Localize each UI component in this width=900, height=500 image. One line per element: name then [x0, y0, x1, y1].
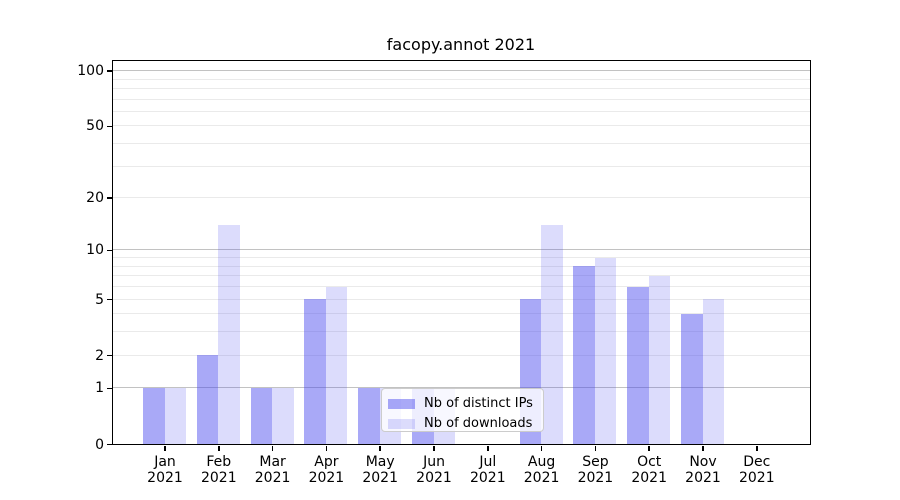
gridline-minor-6	[113, 286, 810, 288]
bar-nb-of-downloads-apr	[325, 286, 348, 444]
x-tick-oct	[648, 446, 650, 451]
bar-nb-of-downloads-jan	[164, 387, 186, 444]
gridline-minor-7	[113, 275, 810, 277]
y-tick-label-0: 0	[95, 436, 104, 453]
x-tick-may	[379, 446, 381, 451]
gridline-minor-80	[113, 87, 810, 89]
x-tick-feb	[218, 446, 220, 451]
x-tick-nov	[702, 446, 704, 451]
legend-row-downloads: Nb of downloads	[388, 416, 543, 431]
gridline-major-10	[113, 249, 810, 251]
gridline-minor-4	[113, 313, 810, 315]
x-tick-label-aug: Aug 2021	[523, 453, 560, 486]
bar-nb-of-downloads-nov	[702, 299, 724, 444]
gridline-minor-20	[113, 197, 810, 199]
gridline-minor-8	[113, 265, 810, 267]
gridline-minor-3	[113, 331, 810, 333]
y-tick-label-50: 50	[86, 118, 104, 135]
x-tick-aug	[540, 446, 543, 451]
x-tick-label-nov: Nov 2021	[685, 453, 721, 486]
y-tick-label-20: 20	[86, 190, 104, 207]
bar-nb-of-distinct-ips-nov	[681, 313, 703, 444]
x-tick-mar	[271, 446, 274, 451]
bar-nb-of-distinct-ips-mar	[250, 387, 273, 444]
x-tick-label-jul: Jul 2021	[469, 453, 506, 486]
gridline-minor-9	[113, 257, 810, 259]
x-tick-label-oct: Oct 2021	[631, 453, 667, 486]
x-tick-dec	[756, 446, 758, 451]
y-tick-0	[107, 443, 112, 446]
legend-label-downloads: Nb of downloads	[424, 416, 533, 431]
y-tick-100	[107, 70, 112, 72]
bar-nb-of-downloads-sep	[594, 257, 617, 444]
chart-title: facopy.annot 2021	[386, 35, 536, 54]
y-tick-label-5: 5	[95, 291, 104, 308]
bar-nb-of-distinct-ips-jan	[143, 387, 165, 444]
legend-swatch-distinct-ips	[388, 398, 415, 409]
x-tick-label-feb: Feb 2021	[200, 453, 237, 486]
gridline-minor-30	[113, 165, 810, 167]
y-tick-1	[107, 387, 112, 390]
y-tick-2	[107, 354, 112, 357]
gridline-minor-50	[113, 125, 810, 127]
gridline-minor-5	[113, 298, 810, 300]
bar-nb-of-downloads-aug	[541, 224, 563, 444]
x-tick-label-jan: Jan 2021	[147, 453, 183, 486]
bar-nb-of-distinct-ips-may	[358, 387, 380, 444]
x-tick-sep	[594, 446, 597, 451]
legend: Nb of distinct IPs Nb of downloads	[381, 388, 544, 432]
bar-nb-of-distinct-ips-sep	[573, 266, 595, 444]
x-tick-label-apr: Apr 2021	[308, 453, 345, 486]
bar-nb-of-distinct-ips-apr	[304, 299, 326, 444]
bar-nb-of-distinct-ips-oct	[627, 286, 649, 444]
y-tick-10	[107, 249, 112, 252]
y-tick-5	[107, 298, 112, 301]
gridline-minor-2	[113, 354, 810, 356]
x-tick-label-jun: Jun 2021	[416, 453, 452, 486]
y-tick-50	[107, 125, 112, 128]
x-tick-apr	[325, 446, 328, 451]
gridline-major-100	[113, 70, 810, 72]
bar-nb-of-downloads-mar	[272, 387, 294, 444]
bar-nb-of-downloads-feb	[218, 224, 240, 444]
gridline-minor-40	[113, 143, 810, 145]
x-tick-label-sep: Sep 2021	[577, 453, 614, 486]
bar-nb-of-downloads-oct	[648, 275, 671, 444]
plot-area: Nb of distinct IPs Nb of downloads	[112, 60, 811, 445]
x-tick-jun	[433, 446, 435, 451]
y-tick-label-100: 100	[77, 63, 104, 80]
gridline-minor-60	[113, 110, 810, 112]
bar-nb-of-distinct-ips-feb	[196, 355, 219, 444]
x-tick-jan	[164, 446, 166, 451]
y-tick-label-1: 1	[95, 380, 104, 397]
gridline-minor-90	[113, 78, 810, 80]
gridline-minor-70	[113, 98, 810, 100]
x-tick-label-dec: Dec 2021	[738, 453, 775, 486]
legend-row-distinct-ips: Nb of distinct IPs	[388, 396, 543, 411]
x-tick-jul	[487, 446, 489, 451]
legend-label-distinct-ips: Nb of distinct IPs	[424, 396, 533, 411]
gridline-major-1	[113, 387, 810, 389]
y-tick-20	[107, 197, 112, 199]
y-tick-label-10: 10	[86, 242, 104, 259]
legend-swatch-downloads	[388, 418, 415, 429]
x-tick-label-mar: Mar 2021	[254, 453, 291, 486]
y-tick-label-2: 2	[95, 347, 104, 364]
x-tick-label-may: May 2021	[362, 453, 398, 486]
